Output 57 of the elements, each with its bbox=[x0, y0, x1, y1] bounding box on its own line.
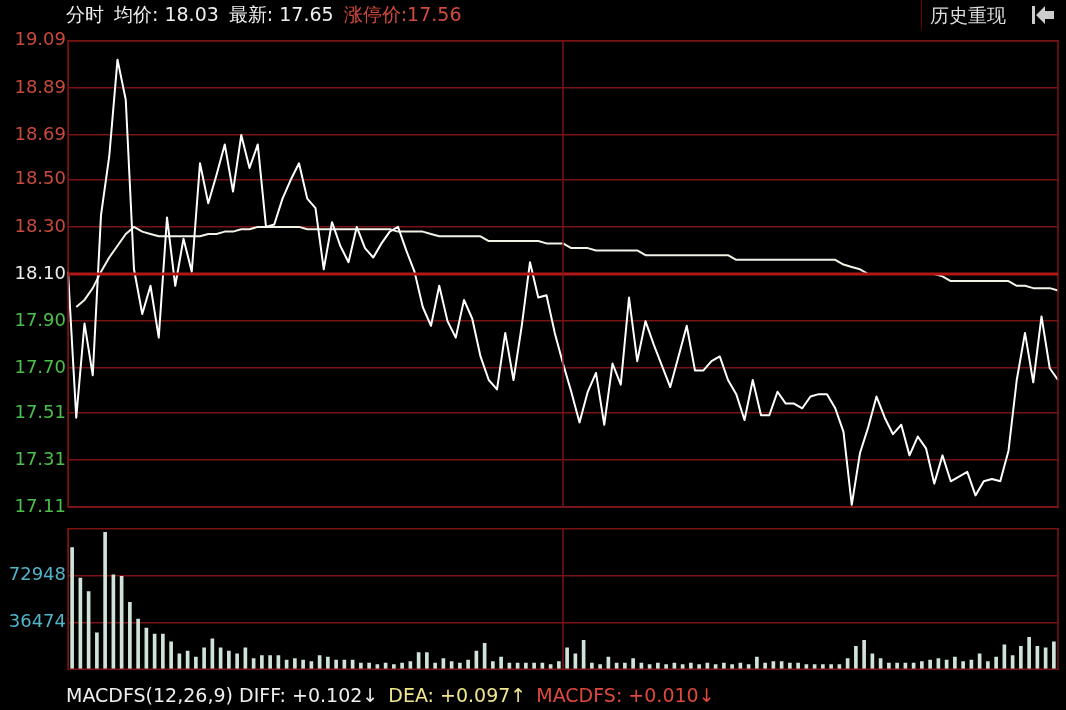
y-tick-label: 72948 bbox=[8, 563, 66, 585]
bar bbox=[491, 661, 495, 670]
bar bbox=[103, 531, 107, 670]
bar bbox=[95, 632, 99, 670]
bar bbox=[161, 633, 165, 670]
text: DEA: +0.097↑ bbox=[388, 684, 527, 706]
bar bbox=[854, 646, 858, 670]
y-tick-label: 36474 bbox=[8, 610, 66, 632]
bar bbox=[755, 656, 759, 670]
bar bbox=[235, 653, 239, 670]
bar bbox=[70, 547, 74, 670]
y-tick-label: 18.89 bbox=[14, 75, 66, 97]
bar bbox=[169, 641, 173, 670]
bar bbox=[194, 656, 198, 670]
bar bbox=[260, 655, 264, 670]
y-tick-label: 17.51 bbox=[14, 400, 66, 422]
y-tick-label: 17.11 bbox=[14, 494, 66, 516]
text: 均价: 18.03 bbox=[114, 3, 219, 25]
bar bbox=[631, 658, 635, 670]
y-tick-label: 18.10 bbox=[14, 261, 66, 283]
bar bbox=[953, 656, 957, 670]
text: 最新: 17.65 bbox=[228, 3, 334, 25]
bar bbox=[928, 659, 932, 670]
bar bbox=[1027, 636, 1031, 670]
bar bbox=[136, 618, 140, 670]
bar bbox=[128, 602, 132, 670]
bar bbox=[334, 659, 338, 670]
bar bbox=[425, 652, 429, 670]
bar bbox=[994, 656, 998, 670]
bar bbox=[1052, 641, 1056, 670]
text: MACDFS(12,26,9) DIFF: +0.102↓ bbox=[66, 684, 379, 706]
text: 历史重现 bbox=[930, 4, 1006, 26]
bar bbox=[862, 640, 866, 670]
text: 涨停价:17.56 bbox=[343, 3, 462, 25]
y-tick-label: 17.70 bbox=[14, 355, 66, 377]
y-tick-label: 17.31 bbox=[14, 447, 66, 469]
y-tick-label: 18.69 bbox=[14, 122, 66, 144]
bar bbox=[920, 661, 924, 670]
y-tick-label: 19.09 bbox=[14, 28, 66, 50]
bar bbox=[227, 650, 231, 670]
y-tick-label: 18.50 bbox=[14, 167, 66, 189]
bar bbox=[499, 656, 503, 670]
bar bbox=[268, 655, 272, 670]
y-tick-label: 18.30 bbox=[14, 214, 66, 236]
bar bbox=[1019, 646, 1023, 670]
bar bbox=[565, 647, 569, 670]
y-tick-label: 17.90 bbox=[14, 308, 66, 330]
bar bbox=[326, 656, 330, 670]
bar bbox=[961, 661, 965, 670]
bar bbox=[293, 658, 297, 670]
bar bbox=[466, 659, 470, 670]
bar bbox=[557, 661, 561, 670]
bar bbox=[986, 661, 990, 670]
bar bbox=[301, 659, 305, 670]
bar bbox=[202, 647, 206, 670]
text: MACDFS: +0.010↓ bbox=[536, 684, 715, 706]
chart-title: 分时 bbox=[66, 3, 104, 25]
